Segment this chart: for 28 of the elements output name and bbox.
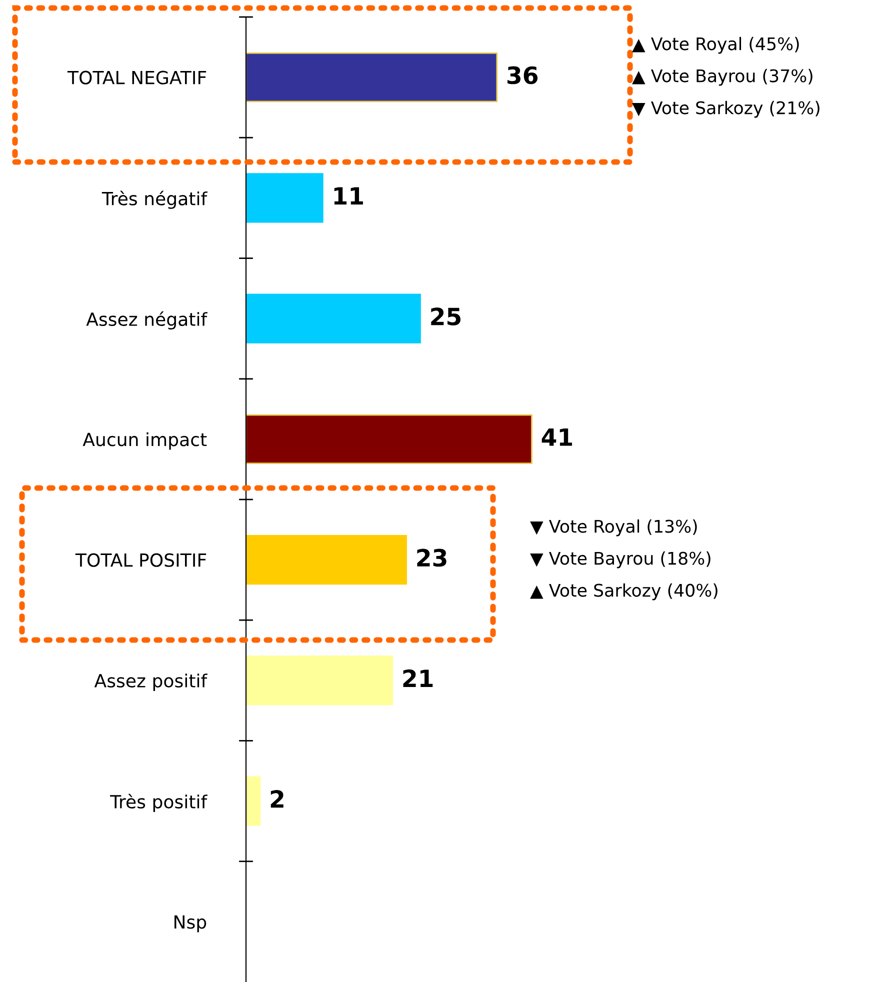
data-label: 21 [403, 669, 433, 687]
data-label: 25 [431, 308, 460, 326]
y-tick-label: Nsp [174, 915, 206, 932]
bar [246, 776, 261, 826]
text: ▲ Vote Royal (45%) [632, 36, 799, 54]
bar [246, 534, 407, 585]
annotation: ▼ Vote Royal (13%) [530, 519, 697, 536]
y-tick-label: Très positif [110, 794, 208, 812]
annotation: ▼ Vote Bayrou (18%) [530, 551, 710, 568]
data-label: 2 [270, 790, 284, 808]
y-tick-label: Aucun impact [82, 432, 207, 450]
text: ▲ Vote Bayrou (37%) [632, 68, 812, 86]
y-tick-label: Très négatif [102, 190, 208, 209]
bar [246, 52, 498, 102]
y-tick-label: TOTAL NEGATIF [67, 70, 206, 84]
data-label: 23 [417, 548, 446, 567]
data-label: 11 [334, 187, 363, 204]
y-tick-label: TOTAL POSITIF [75, 553, 206, 567]
annotation: ▲ Vote Sarkozy (40%) [530, 583, 718, 600]
bar [246, 656, 394, 706]
y-tick-label: Assez positif [94, 674, 208, 692]
data-label: 41 [542, 428, 572, 446]
text: ▼ Vote Sarkozy (21%) [632, 100, 820, 118]
bar [246, 414, 532, 464]
bar [246, 173, 324, 223]
data-label: 36 [508, 66, 538, 84]
y-tick-label: Assez négatif [86, 311, 208, 330]
bar [246, 294, 421, 344]
